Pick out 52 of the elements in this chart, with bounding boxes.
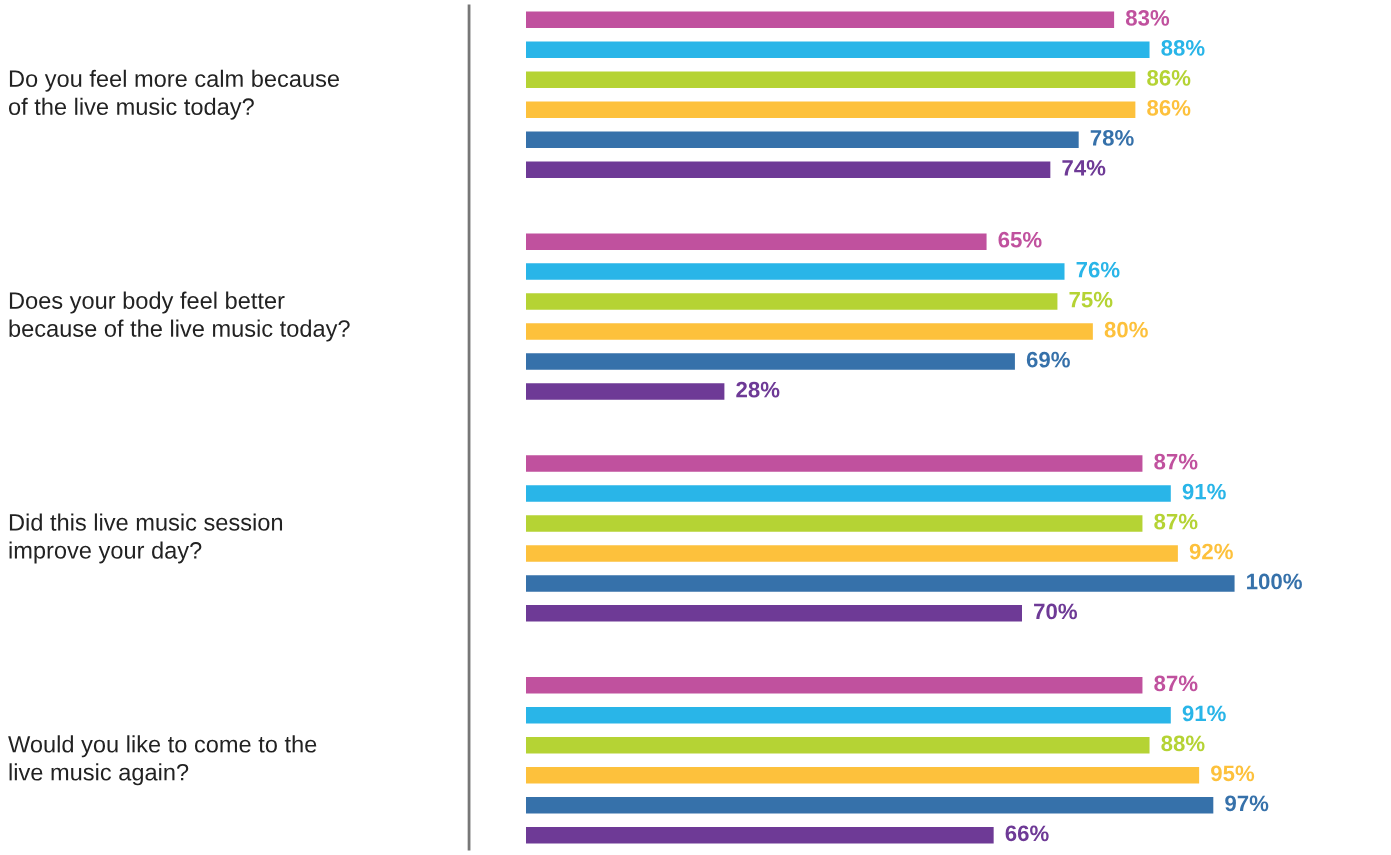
y-tick-label: Does your body feel better because of the live music today? — [9, 291, 350, 342]
data-label: 87% — [1154, 453, 1198, 470]
data-label: 80% — [1104, 321, 1148, 338]
bar — [526, 383, 725, 400]
data-label: 75% — [1069, 291, 1113, 308]
bar — [526, 737, 1150, 754]
bar — [526, 233, 987, 250]
bar — [526, 515, 1143, 532]
bar — [526, 485, 1171, 502]
bar — [526, 677, 1143, 694]
bar — [526, 575, 1235, 592]
data-label: 100% — [1247, 573, 1302, 590]
y-tick-label: Would you like to come to the live music again? — [8, 735, 317, 786]
data-label: 95% — [1211, 765, 1255, 782]
bar — [526, 455, 1143, 472]
data-label: 66% — [1005, 825, 1049, 842]
data-label: 76% — [1076, 261, 1120, 278]
data-label: 78% — [1090, 129, 1134, 146]
y-tick-label: Do you feel more calm because of the live music today? — [8, 69, 339, 120]
bar — [526, 796, 1214, 814]
data-label: 83% — [1125, 10, 1170, 26]
bar — [526, 11, 1115, 29]
bar — [526, 293, 1058, 310]
bar — [526, 131, 1079, 148]
data-label: 65% — [998, 231, 1042, 248]
data-label: 28% — [736, 381, 780, 398]
bar — [526, 263, 1065, 280]
data-label: 69% — [1026, 351, 1070, 368]
data-label: 91% — [1182, 483, 1226, 500]
data-label: 86% — [1147, 99, 1191, 116]
bar — [526, 605, 1022, 622]
bar — [526, 323, 1093, 340]
data-label: 70% — [1034, 603, 1077, 620]
bar — [526, 41, 1150, 59]
bar — [526, 707, 1171, 724]
bar — [526, 161, 1051, 178]
bar — [526, 101, 1136, 118]
bar — [526, 71, 1136, 88]
bar — [526, 353, 1015, 370]
data-label: 92% — [1189, 543, 1233, 560]
bar — [526, 826, 994, 844]
bar — [526, 767, 1200, 784]
data-label: 86% — [1147, 69, 1191, 86]
data-label: 91% — [1182, 705, 1226, 722]
bar — [526, 545, 1178, 562]
data-label: 88% — [1161, 40, 1205, 56]
y-tick-label: Did this live music session improve your day? — [9, 513, 283, 564]
data-label: 87% — [1154, 675, 1198, 692]
data-label: 88% — [1161, 735, 1205, 752]
data-label: 74% — [1062, 159, 1106, 176]
data-label: 87% — [1154, 513, 1198, 530]
data-label: 97% — [1225, 795, 1269, 812]
